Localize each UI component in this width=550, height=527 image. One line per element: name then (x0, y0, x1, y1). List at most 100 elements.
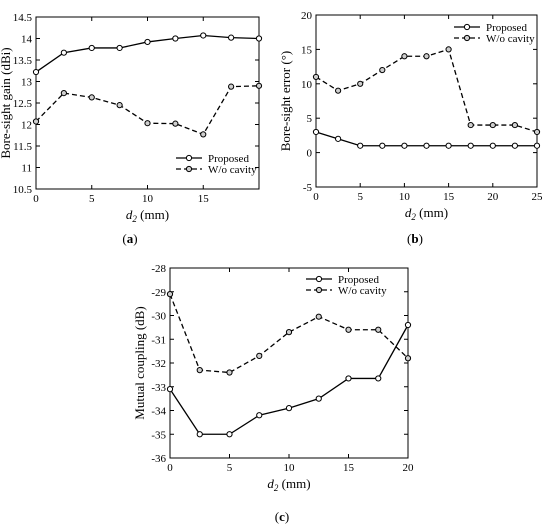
x-axis-variable: d (126, 207, 133, 222)
data-point (116, 44, 123, 52)
y-tick-label: 13.5 (13, 55, 33, 67)
data-point (467, 121, 474, 129)
y-tick-label: 0 (307, 148, 313, 160)
data-point (196, 431, 203, 438)
chart-gain: 10.5 11 11.5 12 12.5 13 13.5 14 14.5 0 5 10 15 d2 (mm… (0, 12, 263, 246)
data-point (256, 352, 263, 359)
panel-caption: (b) (407, 231, 423, 246)
caption-paren: ) (419, 231, 423, 246)
data-point (172, 120, 179, 127)
y-tick-label: -36 (151, 453, 166, 465)
legend-label: Proposed (208, 153, 249, 165)
data-point (315, 395, 322, 402)
y-tick-label: -35 (151, 429, 166, 441)
y-tick-label: 12.5 (13, 98, 33, 110)
data-point (226, 431, 233, 438)
x-tick-label: 5 (227, 462, 233, 474)
series-line-wo-cavity (35, 85, 260, 136)
series-line-wo-cavity (169, 293, 409, 374)
x-tick-label: 0 (33, 193, 39, 205)
data-point (60, 90, 67, 97)
data-point (228, 83, 235, 90)
legend-swatch-marker (463, 34, 471, 42)
x-tick-label: 15 (343, 462, 355, 474)
caption-letter: a (127, 231, 134, 246)
legend-label: Proposed (486, 22, 527, 34)
data-point (423, 142, 430, 149)
y-tick-label: 10 (301, 79, 313, 91)
x-tick-label: 10 (142, 193, 154, 205)
data-point (511, 142, 519, 149)
y-tick-label: 14 (21, 34, 33, 46)
data-point (357, 142, 364, 149)
data-point (357, 80, 364, 87)
data-point (88, 44, 95, 52)
x-tick-label: 0 (167, 462, 173, 474)
data-point (467, 142, 474, 149)
y-tick-label: -31 (151, 334, 166, 346)
data-point (379, 66, 386, 74)
data-point (166, 291, 174, 298)
caption-letter: b (411, 231, 418, 246)
x-axis-unit: (mm) (416, 205, 448, 220)
y-tick-label: 10.5 (13, 184, 33, 196)
data-point (335, 135, 342, 142)
data-point (255, 82, 263, 89)
panel-caption: (a) (122, 231, 137, 246)
data-point (345, 375, 352, 382)
chart-coupling: -36 -35 -34 -33 -32 -31 -30 -29 -28 0 5 10 15 20 d2 (m… (132, 263, 414, 524)
y-tick-label: -29 (151, 287, 166, 299)
plot-frame (315, 14, 538, 188)
series-line-wo-cavity (315, 48, 538, 133)
y-tick-label: -30 (151, 311, 166, 323)
x-tick-label: 20 (403, 462, 415, 474)
data-point (335, 87, 342, 94)
x-axis-subscript: 2 (274, 483, 279, 493)
x-tick-label: 15 (198, 193, 210, 205)
caption-paren: ) (285, 509, 289, 524)
x-tick-label: 20 (487, 191, 499, 203)
data-point (228, 34, 235, 41)
x-tick-label: 10 (284, 462, 296, 474)
data-point (404, 321, 412, 329)
x-tick-label: 5 (89, 193, 95, 205)
y-tick-label: 13 (21, 77, 33, 89)
caption-paren: ) (133, 231, 137, 246)
data-point (445, 46, 452, 53)
y-tick-label: 12 (21, 120, 32, 132)
y-tick-label: -34 (151, 406, 166, 418)
data-point (172, 35, 179, 42)
y-axis-label: Mutual coupling (dB) (132, 306, 147, 419)
caption-letter: c (279, 509, 285, 524)
data-point (489, 121, 496, 129)
data-point (285, 329, 293, 336)
legend-label: Proposed (338, 274, 379, 286)
data-point (401, 142, 408, 149)
y-tick-label: -32 (151, 358, 166, 370)
data-point (511, 121, 519, 129)
caption-paren: ( (275, 509, 279, 524)
x-tick-label: 15 (443, 191, 455, 203)
data-point (315, 313, 322, 320)
data-point (312, 128, 320, 136)
x-axis-label: d2 (mm) (126, 207, 169, 224)
legend-swatch-marker (315, 286, 323, 294)
data-point (423, 53, 430, 60)
data-point (404, 355, 412, 362)
data-point (312, 73, 320, 81)
y-axis-label: Bore-sight error (°) (278, 51, 293, 152)
legend-swatch-marker (463, 23, 471, 31)
x-axis-subscript: 2 (132, 214, 137, 224)
x-axis-subscript: 2 (411, 212, 416, 222)
data-point (166, 386, 174, 393)
legend-label: W/o cavity (208, 164, 257, 176)
data-point (144, 38, 151, 46)
data-point (533, 128, 541, 136)
y-tick-label: 15 (301, 44, 313, 56)
data-point (489, 142, 496, 149)
data-point (285, 405, 293, 412)
data-point (256, 412, 263, 419)
legend-swatch-marker (185, 154, 193, 162)
